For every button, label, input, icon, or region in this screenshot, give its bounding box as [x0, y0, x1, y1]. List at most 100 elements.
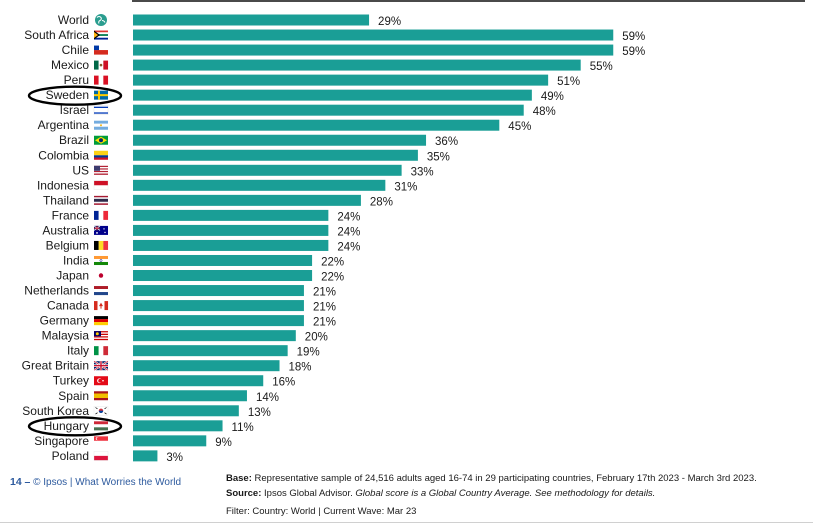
bar-hungary — [133, 420, 223, 432]
bar-indonesia — [133, 179, 386, 191]
value-label-indonesia: 31% — [394, 181, 417, 193]
germany-flag-icon — [94, 316, 108, 326]
category-label-sweden: Sweden — [46, 88, 89, 102]
italy-flag-icon — [94, 346, 109, 356]
value-label-france: 24% — [337, 211, 360, 223]
bar-poland — [133, 450, 158, 462]
indonesia-flag-icon — [93, 180, 109, 190]
bar-malaysia — [133, 330, 296, 342]
category-label-japan: Japan — [56, 269, 89, 283]
value-label-chile: 59% — [622, 46, 645, 58]
category-label-poland: Poland — [52, 449, 89, 463]
value-label-india: 22% — [321, 256, 344, 268]
poland-flag-icon — [93, 451, 109, 461]
value-label-spain: 14% — [256, 392, 279, 404]
netherlands-flag-icon — [94, 286, 108, 296]
bar-world — [133, 14, 370, 26]
source-label: Source: — [226, 488, 262, 499]
category-label-south-africa: South Africa — [24, 28, 89, 42]
category-label-netherlands: Netherlands — [24, 284, 89, 298]
category-label-hungary: Hungary — [44, 419, 89, 433]
great-britain-flag-icon — [93, 360, 109, 371]
category-label-great-britain: Great Britain — [22, 359, 89, 373]
bar-colombia — [133, 149, 418, 161]
bar-spain — [133, 390, 247, 402]
bar-brazil — [133, 134, 427, 146]
brazil-flag-icon — [94, 135, 108, 145]
bar-netherlands — [133, 285, 304, 297]
israel-flag-icon — [93, 105, 109, 115]
bar-israel — [133, 104, 524, 116]
category-label-chile: Chile — [62, 43, 90, 57]
value-label-argentina: 45% — [508, 121, 531, 133]
value-label-south-korea: 13% — [248, 407, 271, 419]
value-label-peru: 51% — [557, 76, 580, 88]
category-label-mexico: Mexico — [51, 58, 89, 72]
category-label-spain: Spain — [58, 389, 89, 403]
bar-singapore — [133, 435, 207, 447]
value-label-japan: 22% — [321, 272, 344, 284]
japan-flag-icon — [94, 271, 108, 281]
category-label-world: World — [58, 13, 89, 27]
category-label-south-korea: South Korea — [22, 404, 89, 418]
bar-great-britain — [133, 360, 280, 372]
malaysia-flag-icon — [94, 331, 108, 341]
sweden-flag-icon — [94, 90, 108, 100]
bar-italy — [133, 345, 288, 357]
value-label-great-britain: 18% — [289, 362, 312, 374]
us-flag-icon — [94, 165, 108, 175]
base-note: Base: Representative sample of 24,516 ad… — [226, 473, 757, 484]
value-label-hungary: 11% — [232, 422, 254, 434]
brand-text: © Ipsos | What Worries the World — [33, 477, 182, 488]
value-label-italy: 19% — [297, 347, 320, 359]
value-label-australia: 24% — [337, 226, 360, 238]
highlight-ellipse-hungary — [27, 416, 123, 437]
argentina-flag-icon — [94, 120, 108, 130]
bar-south-korea — [133, 405, 239, 417]
bar-belgium — [133, 239, 329, 251]
colombia-flag-icon — [94, 150, 108, 160]
turkey-flag-icon — [94, 376, 108, 386]
value-label-netherlands: 21% — [313, 287, 336, 299]
highlight-ellipse-sweden — [27, 85, 123, 106]
bar-india — [133, 254, 313, 266]
category-label-colombia: Colombia — [38, 148, 89, 162]
bar-us — [133, 164, 402, 176]
category-label-india: India — [63, 253, 89, 267]
value-label-germany: 21% — [313, 317, 336, 329]
footer: 14 – © Ipsos | What Worries the World Ba… — [0, 468, 813, 522]
category-label-argentina: Argentina — [38, 118, 90, 132]
category-label-australia: Australia — [42, 223, 89, 237]
bar-chile — [133, 44, 614, 56]
belgium-flag-icon — [94, 240, 109, 250]
category-label-malaysia: Malaysia — [42, 329, 90, 343]
value-label-israel: 48% — [533, 106, 556, 118]
value-label-malaysia: 20% — [305, 332, 328, 344]
spain-flag-icon — [94, 391, 108, 401]
bar-turkey — [133, 375, 264, 387]
bar-canada — [133, 300, 304, 312]
category-label-italy: Italy — [67, 344, 89, 358]
value-label-thailand: 28% — [370, 196, 393, 208]
category-label-germany: Germany — [40, 314, 89, 328]
top-rule — [132, 0, 805, 2]
base-text: Representative sample of 24,516 adults a… — [254, 473, 757, 484]
category-label-brazil: Brazil — [59, 133, 89, 147]
filter-note: Filter: Country: World | Current Wave: M… — [226, 506, 417, 517]
value-label-mexico: 55% — [590, 61, 613, 73]
source-note: Source: Ipsos Global Advisor. Global sco… — [226, 488, 655, 499]
page-dash: – — [24, 476, 31, 488]
bar-south-africa — [133, 29, 614, 41]
value-label-turkey: 16% — [272, 377, 295, 389]
category-label-turkey: Turkey — [53, 374, 89, 388]
value-label-us: 33% — [411, 166, 434, 178]
category-label-belgium: Belgium — [46, 238, 89, 252]
thailand-flag-icon — [94, 195, 108, 205]
australia-flag-icon — [93, 225, 108, 235]
category-label-thailand: Thailand — [43, 193, 89, 207]
category-label-peru: Peru — [64, 73, 89, 87]
bar-mexico — [133, 59, 581, 71]
source-text: Ipsos Global Advisor. — [264, 488, 353, 499]
category-label-canada: Canada — [47, 299, 89, 313]
chile-flag-icon — [94, 45, 108, 55]
